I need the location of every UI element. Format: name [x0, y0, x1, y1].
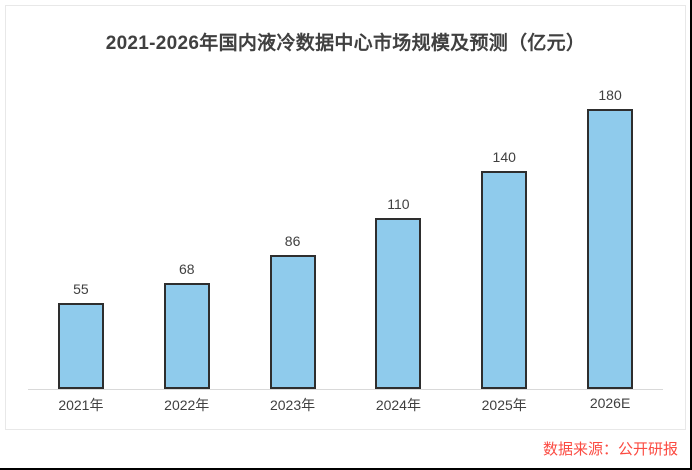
bar-value-label: 140 [492, 149, 516, 165]
bar-group: 55 [28, 281, 134, 389]
bar-value-label: 86 [284, 233, 301, 249]
bar [57, 303, 104, 389]
x-axis-label: 2022年 [164, 397, 210, 413]
bar [163, 283, 210, 389]
bar-value-label: 68 [178, 261, 195, 277]
chart-card: 2021-2026年国内液冷数据中心市场规模及预测（亿元） 55 68 86 110 1… [5, 5, 686, 430]
bar-group: 140 [451, 149, 557, 389]
x-axis-labels: 2021年 2022年 2023年 2024年 2025年 2026E [28, 395, 663, 415]
bar-group: 110 [345, 196, 451, 389]
x-axis-label: 2024年 [375, 397, 421, 413]
bar [587, 109, 634, 389]
bar-group: 180 [557, 87, 663, 389]
plot-area: 55 68 86 110 140 180 [28, 78, 663, 390]
x-axis-label: 2023年 [269, 397, 316, 413]
bar-value-label: 110 [387, 196, 410, 212]
x-axis-label: 2021年 [58, 397, 104, 413]
chart-title: 2021-2026年国内液冷数据中心市场规模及预测（亿元） [105, 33, 586, 54]
bar [375, 218, 422, 389]
bar-value-label: 180 [598, 87, 622, 103]
bar-group: 68 [134, 261, 240, 389]
bar [481, 171, 528, 389]
source-note: 数据来源：公开研报 [542, 441, 678, 458]
x-axis-label: 2026E [589, 395, 631, 411]
bar-group: 86 [240, 233, 346, 389]
bar [269, 255, 316, 389]
x-axis-label: 2025年 [481, 397, 527, 413]
bar-value-label: 55 [73, 281, 89, 297]
